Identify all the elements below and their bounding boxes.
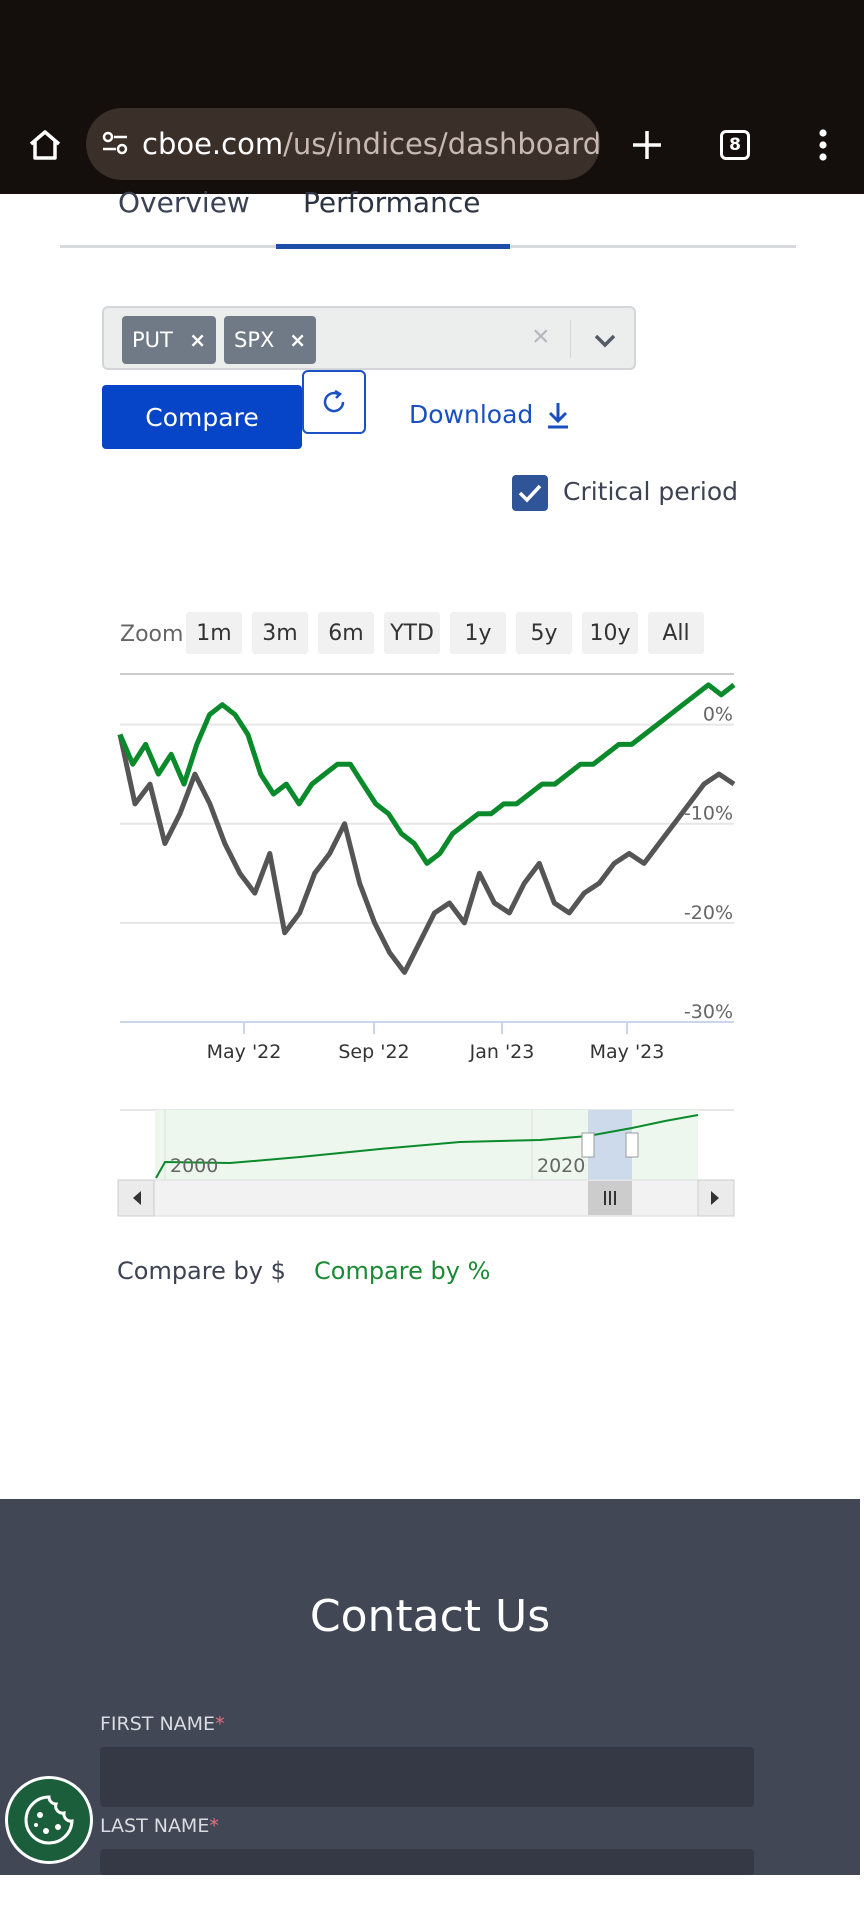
tab-switcher-icon[interactable]: 8 [720, 130, 750, 160]
x-axis-labels: May '22 Sep '22 Jan '23 May '23 [207, 1022, 665, 1063]
y-tick-label: -20% [684, 902, 733, 924]
x-tick-label: Sep '22 [338, 1041, 409, 1063]
compare-by-percent[interactable]: Compare by % [314, 1257, 491, 1285]
zoom-1y-button[interactable]: 1y [450, 612, 506, 654]
address-bar[interactable]: cboe.com/us/indices/dashboard/p [86, 108, 600, 180]
status-bar [0, 0, 864, 96]
compare-button[interactable]: Compare [102, 385, 302, 449]
tab-active-indicator [276, 244, 510, 249]
refresh-button[interactable] [302, 370, 366, 434]
required-mark: * [215, 1713, 225, 1735]
navigator-line [155, 1114, 699, 1179]
chip-put: PUT × [122, 316, 216, 364]
zoom-6m-button[interactable]: 6m [318, 612, 374, 654]
url-path: /us/indices/dashboard/p [283, 127, 600, 161]
series-line-spx [117, 733, 736, 975]
x-tick-label: May '22 [207, 1041, 282, 1063]
cookie-settings-button[interactable] [5, 1776, 93, 1864]
x-tick-label: Jan '23 [469, 1041, 535, 1063]
contact-title: Contact Us [309, 1591, 551, 1642]
series-line-put [117, 682, 736, 866]
more-menu-icon[interactable] [808, 120, 838, 170]
first-name-label: FIRST NAME* [100, 1713, 225, 1735]
tab-performance[interactable]: Performance [303, 186, 481, 219]
site-settings-icon[interactable] [100, 128, 130, 158]
refresh-icon [323, 389, 345, 413]
clear-icon[interactable]: × [532, 320, 550, 353]
zoom-3m-button[interactable]: 3m [252, 612, 308, 654]
download-link[interactable]: Download [409, 400, 534, 429]
zoom-1m-button[interactable]: 1m [186, 612, 242, 654]
chart-grid [120, 673, 734, 1023]
browser-toolbar: cboe.com/us/indices/dashboard/p 8 [0, 96, 864, 194]
last-name-input[interactable] [100, 1849, 754, 1875]
chevron-down-icon[interactable] [590, 326, 620, 356]
contact-section: Contact Us FIRST NAME* LAST NAME* [0, 1499, 860, 1875]
chart-scrollbar[interactable] [117, 1179, 735, 1217]
url-host: cboe.com [142, 127, 284, 161]
tab-overview[interactable]: Overview [118, 186, 250, 219]
navigator-label-2020: 2020 [537, 1155, 585, 1177]
zoom-label: Zoom [120, 622, 184, 647]
y-tick-label: -10% [684, 803, 733, 825]
zoom-5y-button[interactable]: 5y [516, 612, 572, 654]
navigator-handle-right[interactable] [625, 1132, 639, 1158]
remove-put-icon[interactable]: × [189, 328, 206, 352]
remove-spx-icon[interactable]: × [289, 328, 306, 352]
y-tick-label: -30% [684, 1001, 733, 1023]
new-tab-icon[interactable] [622, 120, 672, 170]
zoom-10y-button[interactable]: 10y [582, 612, 638, 654]
critical-period-label: Critical period [563, 477, 739, 506]
first-name-label-text: FIRST NAME [100, 1713, 216, 1735]
home-icon[interactable] [20, 120, 70, 170]
navigator-selection[interactable] [588, 1110, 632, 1180]
last-name-label-text: LAST NAME [100, 1815, 210, 1837]
check-icon [518, 484, 542, 503]
navigator-handle-left[interactable] [581, 1132, 595, 1158]
compare-by-dollar[interactable]: Compare by $ [117, 1257, 286, 1285]
chip-label: PUT [132, 328, 173, 352]
chip-spx: SPX × [224, 316, 316, 364]
performance-chart: 0%-10%-20%-30% May '22 Sep '22 Jan '23 May … [117, 673, 736, 1217]
y-tick-label: 0% [703, 704, 733, 726]
critical-period-checkbox[interactable] [512, 475, 548, 511]
first-name-input[interactable] [100, 1747, 754, 1807]
chip-label: SPX [234, 328, 275, 352]
zoom-all-button[interactable]: All [648, 612, 704, 654]
zoom-ytd-button[interactable]: YTD [384, 612, 440, 654]
y-axis-labels: 0% -10% -20% -30% [684, 704, 733, 1023]
last-name-label: LAST NAME* [100, 1815, 219, 1837]
navigator-label-2000: 2000 [170, 1155, 218, 1177]
scroll-right-icon [711, 1191, 719, 1205]
cookie-icon [24, 1795, 74, 1845]
x-tick-label: May '23 [590, 1041, 665, 1063]
required-mark: * [209, 1815, 219, 1837]
download-icon[interactable] [544, 400, 572, 435]
selector-divider [570, 320, 571, 358]
scroll-left-icon [133, 1191, 141, 1205]
index-selector[interactable]: PUT × SPX × × [102, 306, 636, 370]
